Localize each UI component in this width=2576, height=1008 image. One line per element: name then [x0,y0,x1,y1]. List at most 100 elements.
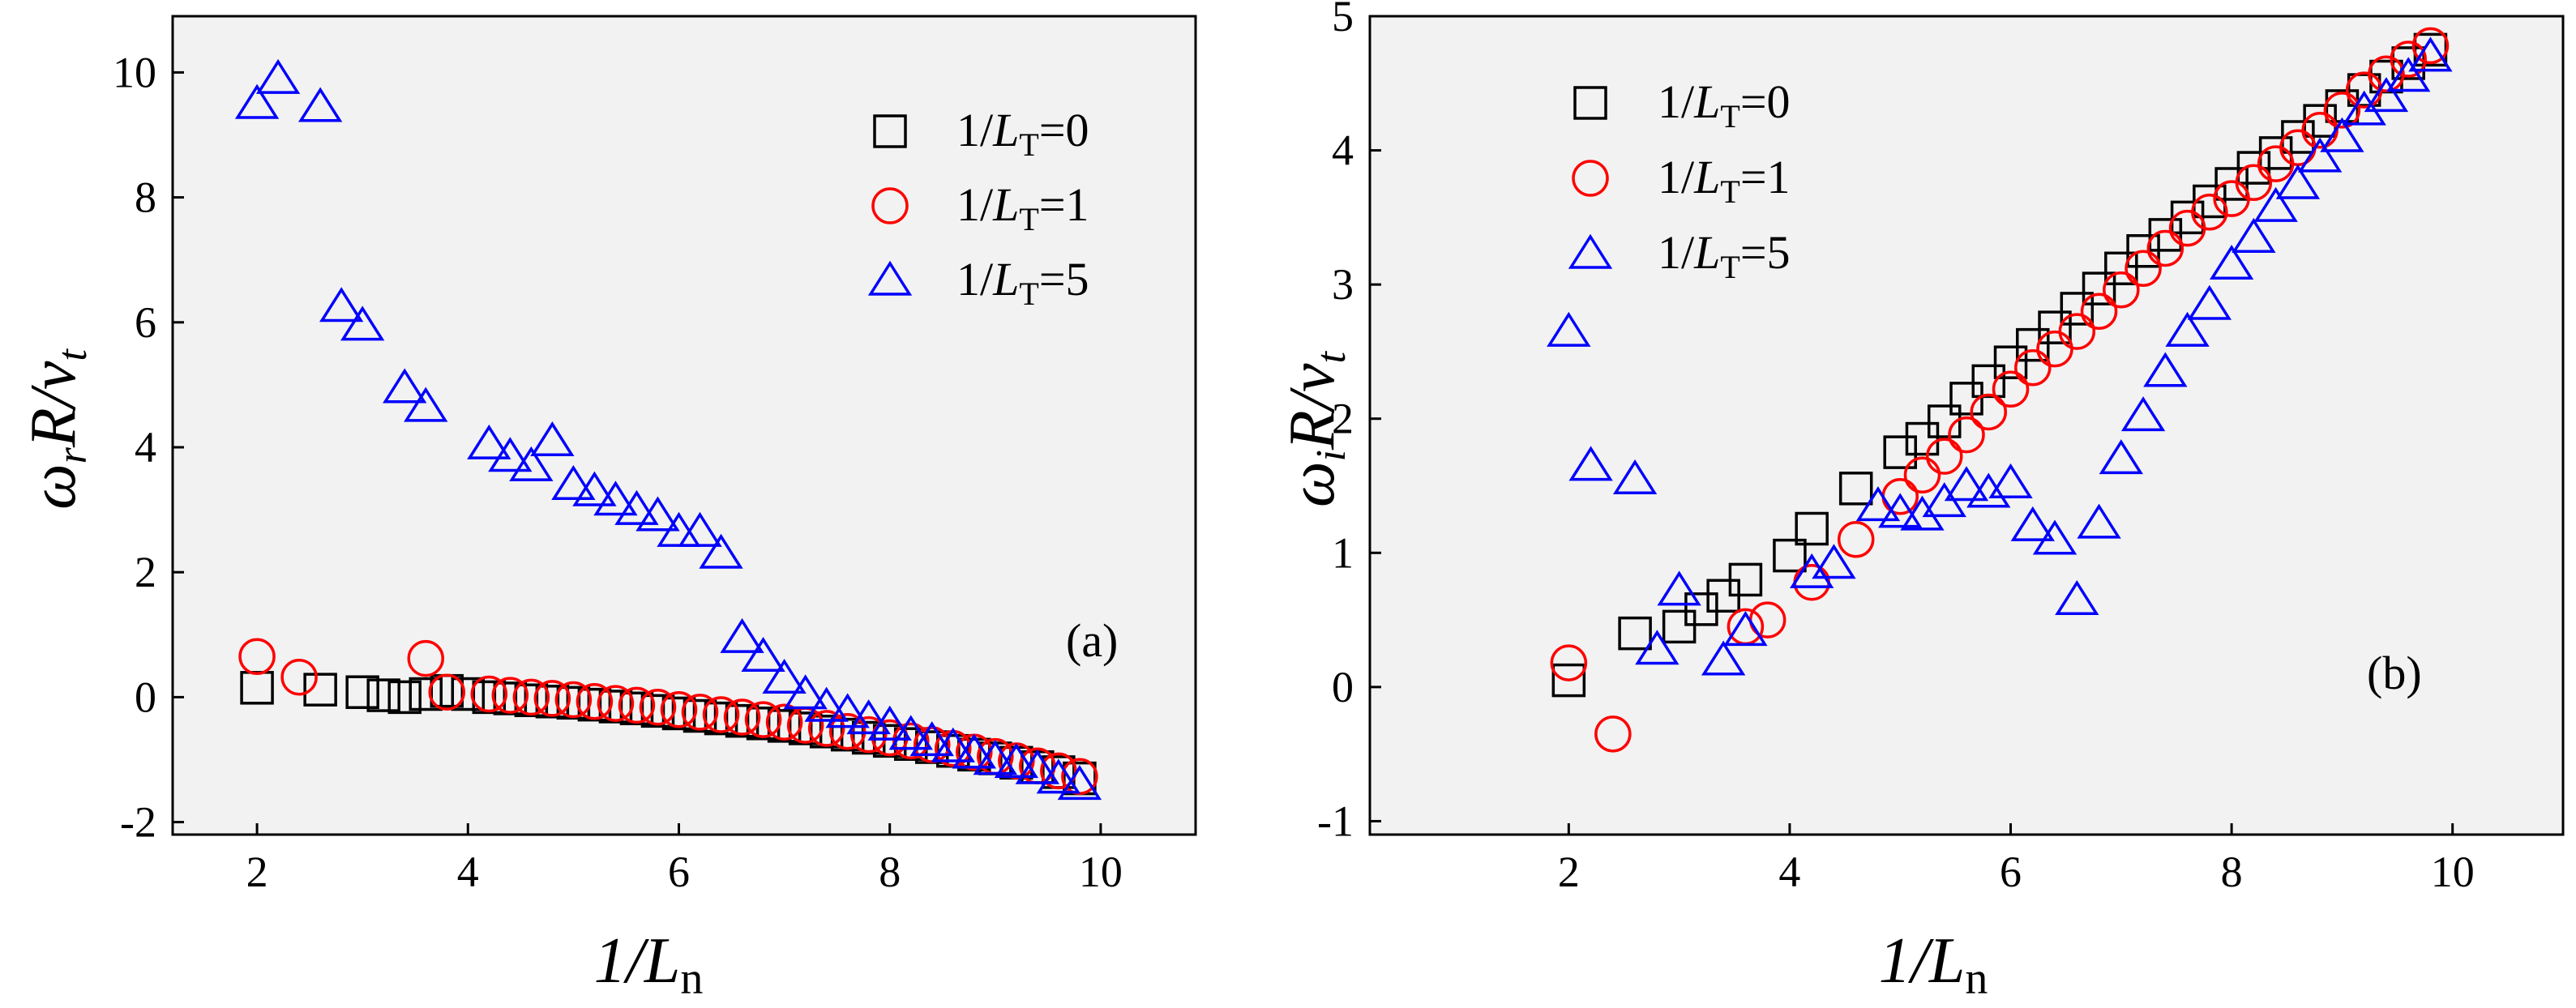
data-point [1900,495,1945,531]
data-point [2191,193,2228,231]
data-point [1949,382,1983,416]
data-point [1903,456,1941,494]
data-point [2368,55,2405,92]
data-point [2077,503,2121,539]
data-point [994,743,1038,779]
data-point [533,680,571,717]
data-point [1948,416,1985,454]
data-point [428,673,466,711]
data-point [1015,749,1060,784]
data-point [1993,345,2028,379]
data-point [618,686,656,724]
series-triangle [234,58,1102,801]
data-point [470,675,508,713]
legend-label: 1/LT=0 [956,104,1089,163]
x-tick-label: 4 [1778,848,1800,896]
x-tick-label: 8 [2221,848,2243,896]
panel-label: (b) [2367,647,2422,699]
y-tick-label: -2 [120,798,156,847]
y-tick-label: 1 [1332,528,1354,577]
data-point [931,727,975,762]
legend-label: 1/LT=5 [1658,226,1791,285]
data-point [2014,349,2052,387]
data-point [1040,752,1077,790]
legend-label: 1/LT=0 [1658,75,1791,135]
x-axis-label: 1/Ln [594,925,704,1004]
data-point [2010,506,2055,541]
data-point [952,733,996,769]
data-point [2080,293,2118,331]
data-point [2055,579,2099,615]
data-point [2058,313,2096,350]
data-point [720,617,764,653]
y-tick-label: 10 [113,48,156,96]
data-point [2275,164,2321,199]
data-point [1728,562,1763,597]
data-point [2120,396,2166,432]
data-point [576,683,614,720]
data-point [699,533,743,569]
data-point [1568,446,1613,481]
data-point [1657,570,1701,606]
data-point [2103,271,2140,309]
data-point [340,305,385,341]
data-point [1551,663,1586,698]
data-point [2411,27,2450,65]
legend-marker [867,260,913,296]
data-point [409,677,443,711]
x-tick-label: 8 [879,848,901,896]
panel-a-plot: 2 4 6 8 10 -2 0 2 4 6 8 10 1/LT=0 1/LT=1 1/LT=5 (a) ωrR/… [18,15,1197,1004]
data-point [366,678,400,712]
data-point [1992,370,2030,408]
y-tick-label: 8 [135,173,156,222]
legend-marker [873,114,907,148]
data-point [702,696,740,733]
x-tick-label: 6 [2000,848,2022,896]
data-point [1701,640,1746,676]
panel-label: (a) [1066,614,1118,667]
y-axis-label: ωrR/vt [18,348,96,510]
data-point [1925,438,1963,475]
data-point [1618,616,1652,651]
data-point [1662,609,1697,644]
data-point [1971,364,2006,399]
data-point [825,693,870,728]
data-point [660,691,698,728]
data-point [1684,592,1718,626]
legend-label: 1/LT=5 [956,253,1089,312]
data-point [512,678,550,716]
legend-label: 1/LT=1 [1658,151,1791,210]
data-point [635,496,680,532]
data-point [765,703,803,741]
data-point [2386,57,2431,92]
data-point [1905,421,1940,456]
plot-frame [171,15,1197,836]
data-point [741,636,785,673]
data-point [2297,137,2343,173]
data-point [572,471,617,506]
data-point [2408,36,2453,72]
data-point [2060,292,2095,326]
data-point [1812,544,1856,579]
data-point [2165,311,2210,347]
data-point [2235,164,2273,202]
data-point [2038,310,2072,344]
data-point [2193,184,2227,219]
data-point [1855,486,1901,522]
data-point [488,437,533,472]
data-point [1790,553,1834,588]
data-point [867,705,912,741]
data-point [2016,327,2050,362]
data-point [2148,218,2183,252]
data-point [1878,493,1923,528]
y-axis-label: ωiR/vt [1277,350,1354,507]
data-point [1550,644,1588,681]
data-point [551,464,596,500]
data-point [530,421,575,457]
y-tick-label: 0 [135,673,156,721]
data-point [554,681,593,719]
y-tick-label: 6 [135,298,156,347]
legend-marker [1572,160,1609,197]
y-tick-label: 4 [1332,126,1354,175]
